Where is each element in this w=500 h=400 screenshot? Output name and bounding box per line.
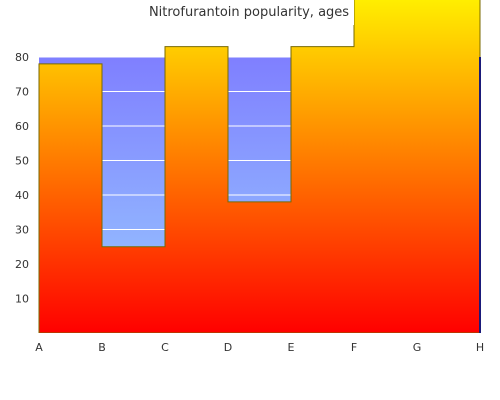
x-axis-ticks: A B C D E F G H — [35, 341, 484, 354]
y-tick-label: 20 — [15, 258, 29, 271]
title-box — [140, 0, 354, 25]
y-tick-label: 50 — [15, 155, 29, 168]
x-tick-label: G — [413, 341, 422, 354]
y-tick-label: 10 — [15, 293, 29, 306]
x-tick-label: F — [351, 341, 357, 354]
x-tick-label: E — [288, 341, 295, 354]
step-area-series — [38, 0, 481, 333]
y-tick-label: 30 — [15, 224, 29, 237]
y-axis-ticks: 10 20 30 40 50 60 70 80 — [15, 51, 29, 306]
x-tick-label: A — [35, 341, 43, 354]
y-tick-label: 80 — [15, 51, 29, 64]
x-tick-label: C — [161, 341, 169, 354]
y-tick-label: 60 — [15, 120, 29, 133]
y-tick-label: 70 — [15, 86, 29, 99]
x-tick-label: D — [224, 341, 232, 354]
x-tick-label: B — [98, 341, 106, 354]
x-tick-label: H — [476, 341, 484, 354]
y-tick-label: 40 — [15, 189, 29, 202]
chart-title: Nitrofurantoin popularity, ages — [149, 5, 349, 20]
